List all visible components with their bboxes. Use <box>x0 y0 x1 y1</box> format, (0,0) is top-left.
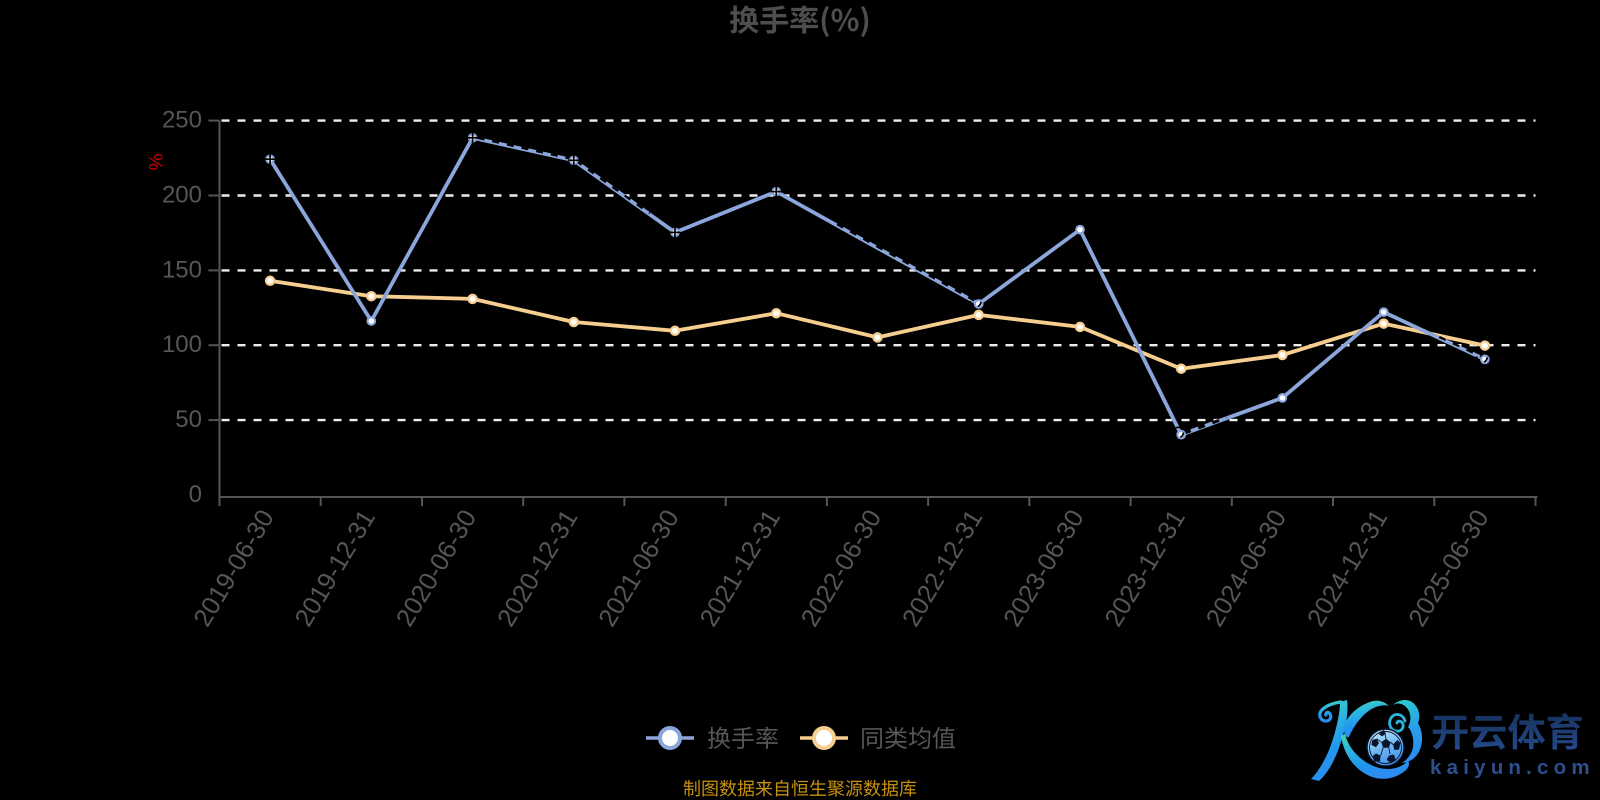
svg-text:200: 200 <box>162 182 202 209</box>
svg-text:0: 0 <box>189 481 202 508</box>
svg-text:150: 150 <box>162 256 202 283</box>
svg-text:250: 250 <box>162 107 202 134</box>
svg-text:100: 100 <box>162 331 202 358</box>
svg-text:50: 50 <box>175 406 202 433</box>
svg-text:kaiyun.com: kaiyun.com <box>1430 756 1595 779</box>
svg-text:%: % <box>144 154 165 171</box>
